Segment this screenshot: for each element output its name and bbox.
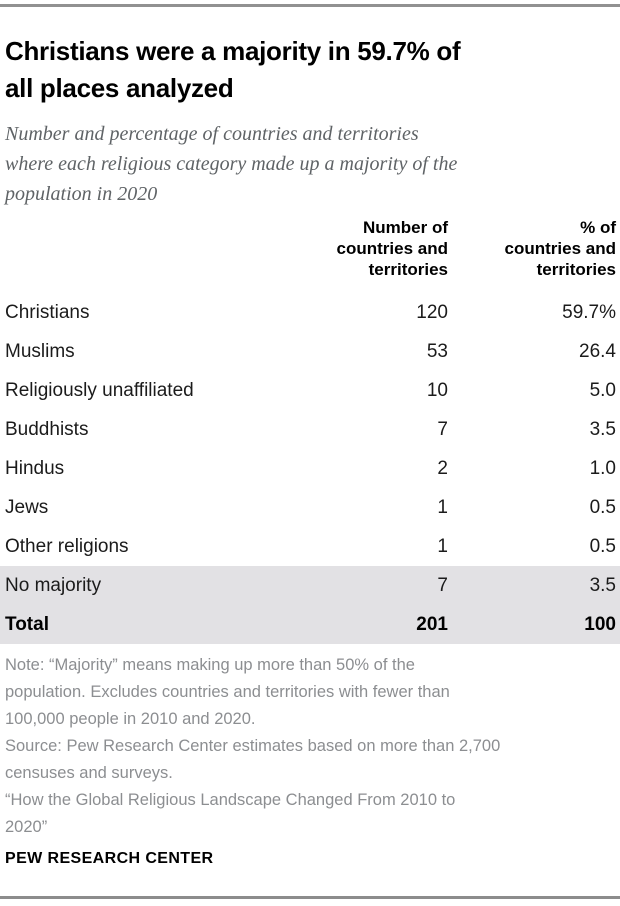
row-percent: 0.5 <box>589 496 616 518</box>
row-percent: 26.4 <box>579 340 616 362</box>
table-row: Buddhists 7 3.5 <box>0 410 620 449</box>
column-header-count: Number of countries and territories <box>336 218 448 279</box>
row-percent: 1.0 <box>589 457 616 479</box>
source-line: 2020” <box>5 818 48 836</box>
row-label: No majority <box>5 574 102 596</box>
page-title: Christians were a majority in 59.7% of a… <box>5 33 616 107</box>
row-label: Buddhists <box>5 418 89 440</box>
row-label: Muslims <box>5 340 75 362</box>
row-count: 7 <box>437 574 448 596</box>
row-percent: 3.5 <box>589 418 616 440</box>
source-line: “How the Global Religious Landscape Chan… <box>5 791 456 809</box>
row-count: 120 <box>416 301 448 323</box>
column-header-percent: % of countries and territories <box>504 218 616 279</box>
source-line: censuses and surveys. <box>5 764 173 782</box>
header-block: Christians were a majority in 59.7% of a… <box>0 33 620 209</box>
page-subtitle-line: population in 2020 <box>5 183 158 205</box>
row-count: 2 <box>437 457 448 479</box>
row-count: 1 <box>437 535 448 557</box>
note-line: 100,000 people in 2010 and 2020. <box>5 710 256 728</box>
row-label: Hindus <box>5 457 65 479</box>
row-count: 53 <box>426 340 448 362</box>
row-percent: 3.5 <box>589 574 616 596</box>
table-row: Christians 120 59.7% <box>0 293 620 332</box>
data-table: Number of countries and territories % of… <box>0 217 620 644</box>
table-row: Religiously unaffiliated 10 5.0 <box>0 371 620 410</box>
row-percent: 0.5 <box>589 535 616 557</box>
page-title-line: all places analyzed <box>5 73 234 103</box>
row-label: Christians <box>5 301 90 323</box>
bottom-rule <box>0 896 620 899</box>
row-percent: 5.0 <box>589 379 616 401</box>
note-line: Note: “Majority” means making up more th… <box>5 656 415 674</box>
row-label: Other religions <box>5 535 129 557</box>
footnotes: Note: “Majority” means making up more th… <box>0 652 620 841</box>
table-row: Muslims 53 26.4 <box>0 332 620 371</box>
table-row: Jews 1 0.5 <box>0 488 620 527</box>
table-row-total: Total 201 100 <box>0 605 620 644</box>
content: Christians were a majority in 59.7% of a… <box>0 33 620 867</box>
row-label: Jews <box>5 496 49 518</box>
top-rule <box>0 4 620 7</box>
page-subtitle-line: where each religious category made up a … <box>5 153 458 175</box>
page-subtitle: Number and percentage of countries and t… <box>5 119 616 209</box>
pew-research-center-wordmark: PEW RESEARCH CENTER <box>5 850 214 867</box>
row-percent: 100 <box>584 613 616 635</box>
table-row-no-majority: No majority 7 3.5 <box>0 566 620 605</box>
table-row: Other religions 1 0.5 <box>0 527 620 566</box>
table-header-row: Number of countries and territories % of… <box>0 217 620 293</box>
row-count: 7 <box>437 418 448 440</box>
row-label: Religiously unaffiliated <box>5 379 194 401</box>
row-label: Total <box>5 613 49 635</box>
page-subtitle-line: Number and percentage of countries and t… <box>5 123 419 145</box>
source-line: Source: Pew Research Center estimates ba… <box>5 737 501 755</box>
table-row: Hindus 2 1.0 <box>0 449 620 488</box>
row-count: 1 <box>437 496 448 518</box>
note-line: population. Excludes countries and terri… <box>5 683 450 701</box>
row-percent: 59.7% <box>562 301 616 323</box>
row-count: 201 <box>416 613 448 635</box>
page-title-line: Christians were a majority in 59.7% of <box>5 36 461 66</box>
row-count: 10 <box>426 379 448 401</box>
